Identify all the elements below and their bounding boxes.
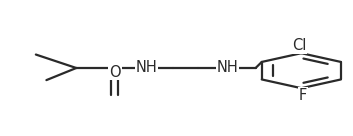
Text: O: O [109, 65, 121, 80]
Text: NH: NH [217, 61, 238, 75]
Text: Cl: Cl [292, 38, 307, 53]
Text: F: F [299, 88, 307, 103]
Text: NH: NH [136, 61, 157, 75]
